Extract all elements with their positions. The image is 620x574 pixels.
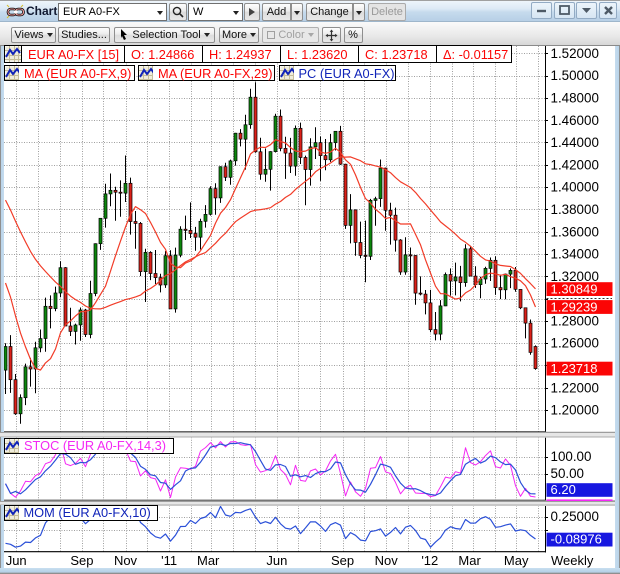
svg-text:0.25000: 0.25000 (551, 509, 599, 524)
svg-text:1.42000: 1.42000 (551, 157, 599, 172)
svg-text:1.50000: 1.50000 (551, 68, 599, 83)
svg-text:Nov: Nov (375, 553, 399, 568)
svg-text:1.38000: 1.38000 (551, 202, 599, 217)
svg-text:1.20000: 1.20000 (551, 403, 599, 418)
svg-text:1.29239: 1.29239 (551, 300, 598, 315)
svg-text:Sep: Sep (70, 553, 93, 568)
svg-text:1.40000: 1.40000 (551, 180, 599, 195)
svg-text:-0.08976: -0.08976 (551, 532, 602, 547)
svg-text:Mar: Mar (458, 553, 481, 568)
svg-text:1.48000: 1.48000 (551, 91, 599, 106)
svg-text:1.52000: 1.52000 (551, 46, 599, 61)
svg-text:1.34000: 1.34000 (551, 247, 599, 262)
svg-text:6.20: 6.20 (551, 482, 576, 497)
svg-text:1.46000: 1.46000 (551, 113, 599, 128)
svg-text:1.44000: 1.44000 (551, 135, 599, 150)
svg-text:1.23718: 1.23718 (551, 361, 598, 376)
svg-text:1.28000: 1.28000 (551, 313, 599, 328)
svg-text:Weekly: Weekly (551, 553, 594, 568)
svg-text:Nov: Nov (114, 553, 138, 568)
svg-text:1.26000: 1.26000 (551, 336, 599, 351)
svg-text:Jun: Jun (266, 553, 287, 568)
svg-text:1.32000: 1.32000 (551, 269, 599, 284)
svg-text:May: May (504, 553, 529, 568)
svg-text:1.36000: 1.36000 (551, 224, 599, 239)
svg-text:Jun: Jun (6, 553, 27, 568)
svg-text:'12: '12 (421, 553, 438, 568)
svg-text:Sep: Sep (331, 553, 354, 568)
svg-text:50.00: 50.00 (551, 466, 585, 481)
svg-text:'11: '11 (161, 553, 177, 568)
svg-text:1.22000: 1.22000 (551, 380, 599, 395)
svg-text:Mar: Mar (197, 553, 220, 568)
svg-text:1.30849: 1.30849 (551, 282, 598, 297)
svg-text:100.00: 100.00 (551, 449, 592, 464)
